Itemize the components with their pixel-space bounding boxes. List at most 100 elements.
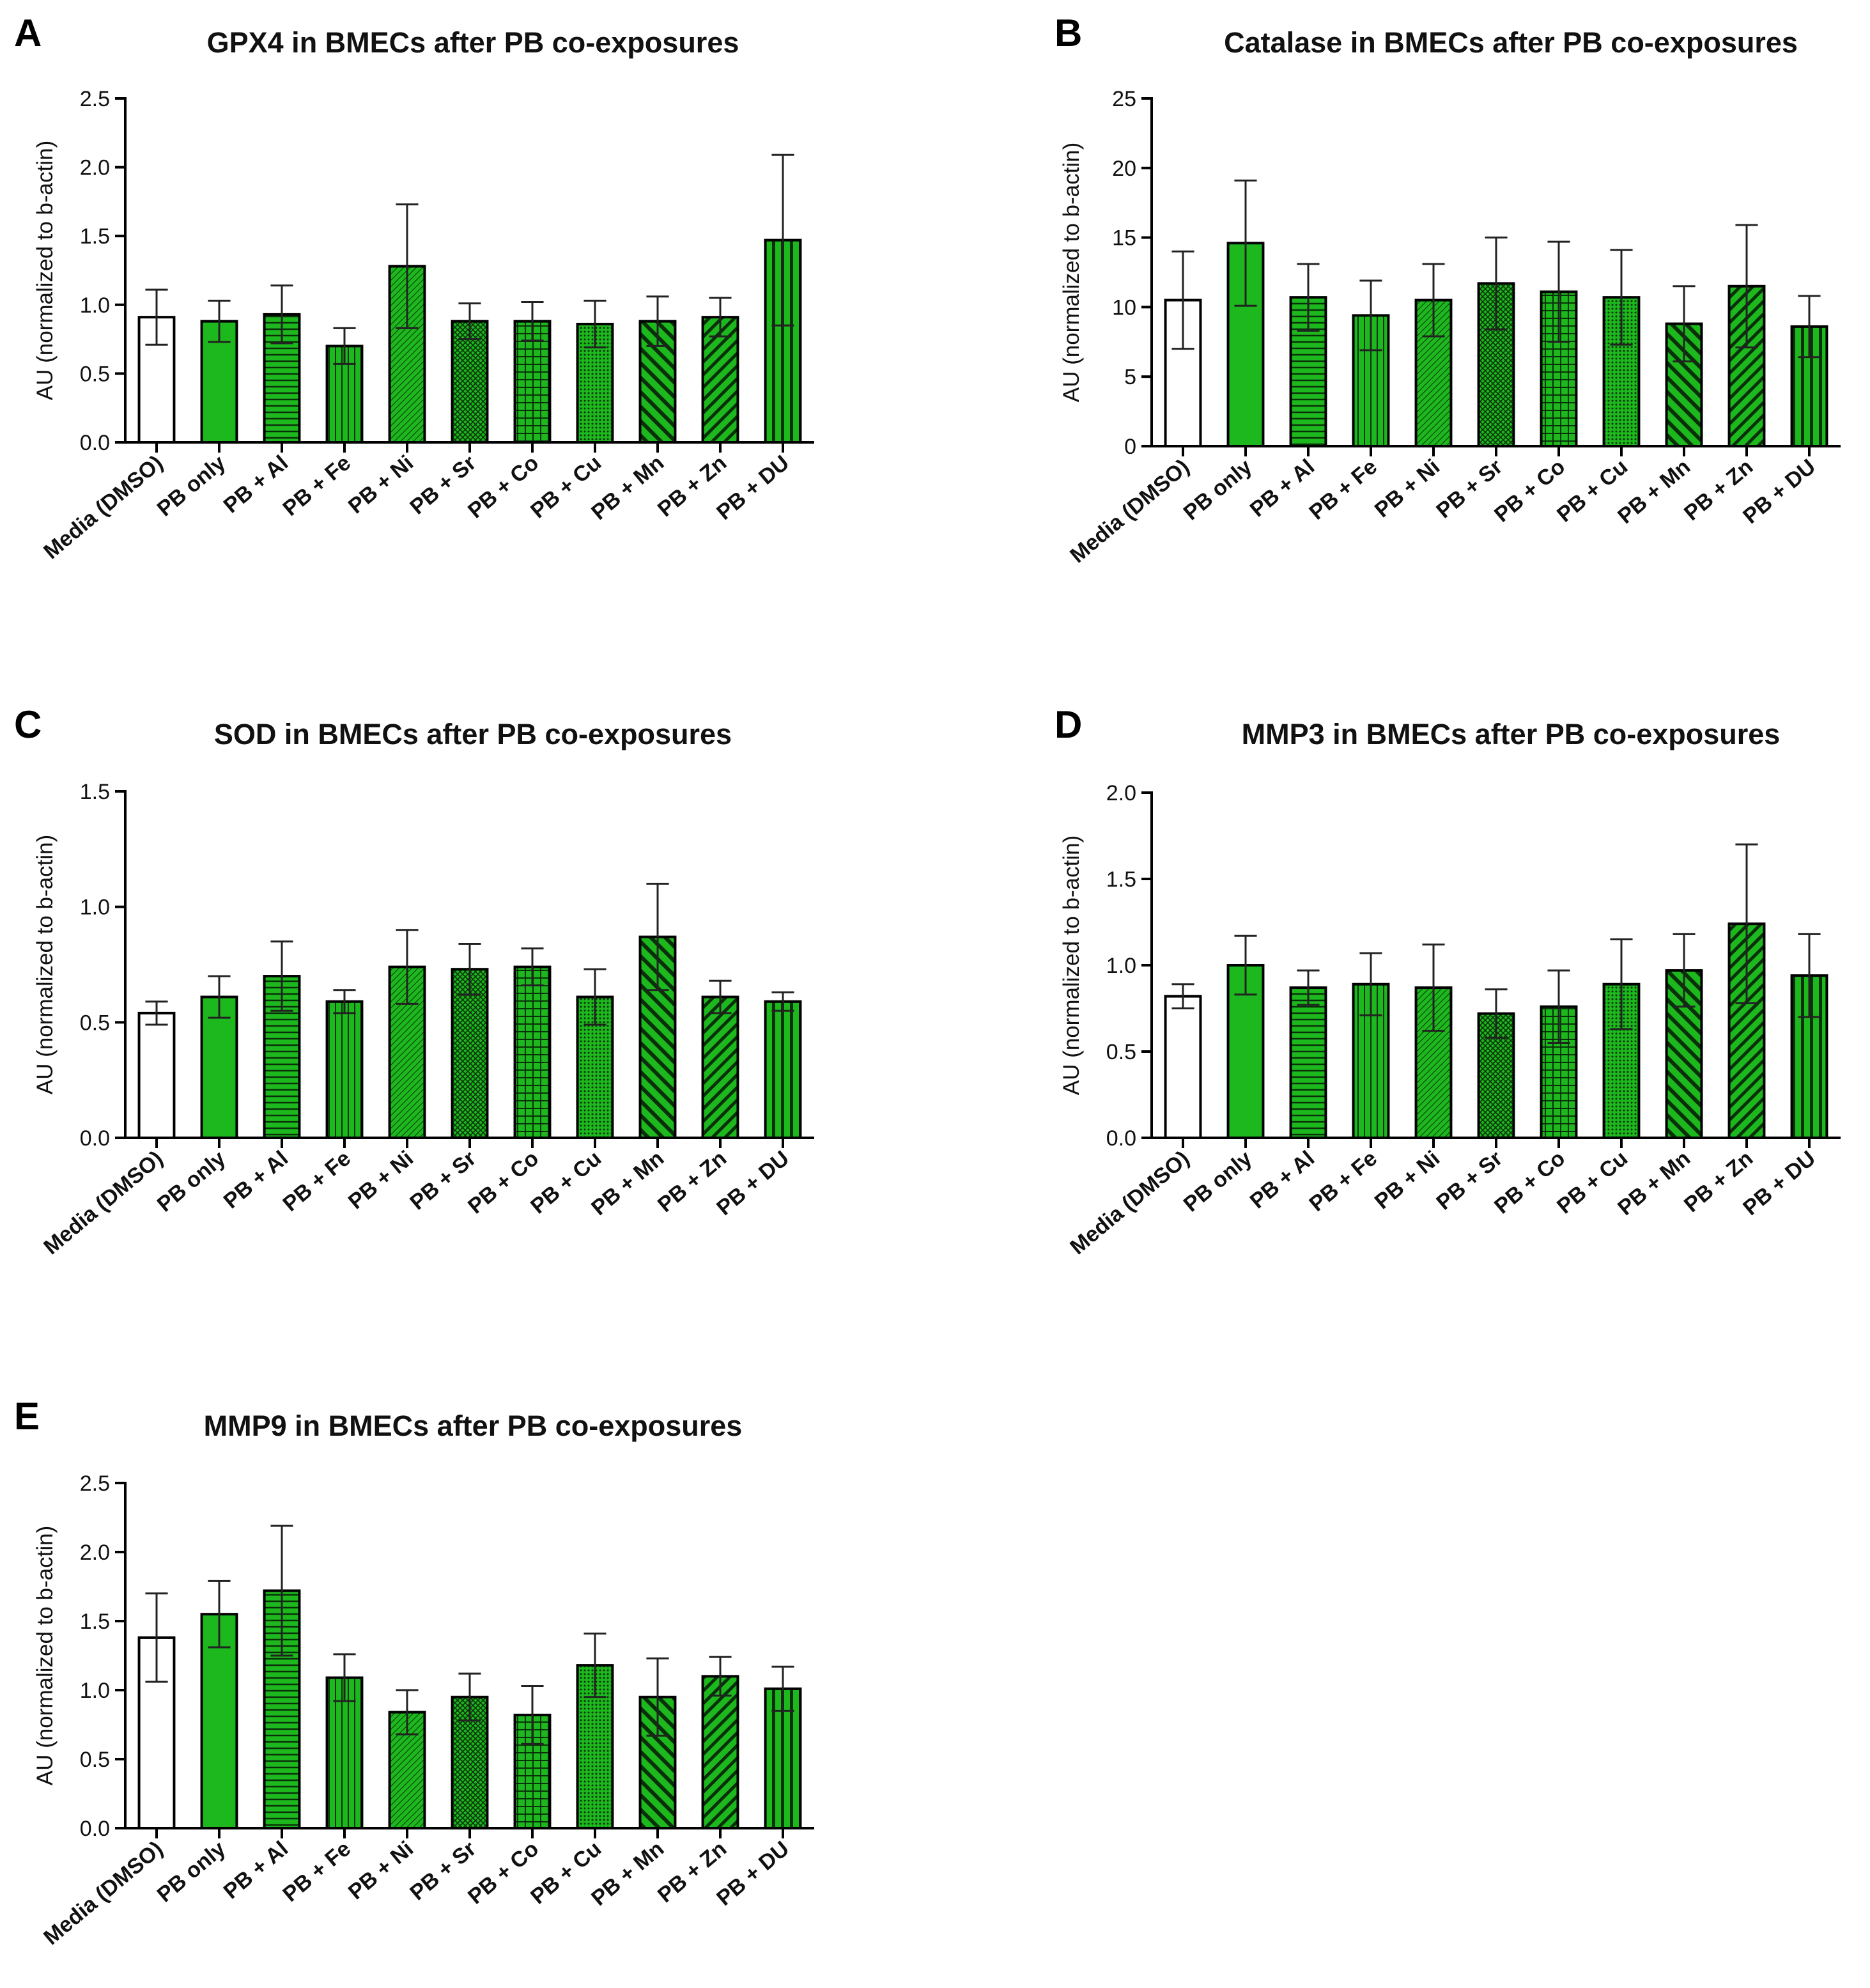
error-bar-5: [396, 203, 419, 329]
y-tick-label: 0.0: [1106, 1126, 1136, 1151]
y-tick-label: 5: [1124, 365, 1136, 389]
error-bar-5: [396, 1689, 419, 1736]
chart-title: MMP9 in BMECs after PB co-exposures: [204, 1409, 743, 1442]
y-axis-label: AU (normalized to b-actin): [33, 141, 58, 401]
y-tick-label: 0.0: [80, 1126, 110, 1151]
error-bar-2: [1234, 935, 1257, 996]
bar-4: [325, 1000, 364, 1140]
panel-letter: A: [14, 12, 42, 54]
error-bar-2: [1234, 179, 1257, 307]
error-bar-1: [145, 288, 168, 346]
error-bar-9: [646, 883, 669, 991]
panel-a: A GPX4 in BMECs after PB co-exposures AU (…: [14, 12, 814, 564]
panel-letter: B: [1055, 12, 1082, 54]
chart-title: GPX4 in BMECs after PB co-exposures: [207, 26, 739, 59]
bar-10: [701, 1675, 739, 1829]
error-bar-8: [1610, 249, 1633, 346]
y-tick-label: 0.5: [1106, 1040, 1136, 1064]
panel-letter: D: [1055, 703, 1082, 746]
error-bar-4: [1359, 952, 1382, 1016]
x-tick-label: PB + Al: [1246, 454, 1319, 522]
y-tick-label: 2.0: [1106, 781, 1136, 805]
y-tick-label: 2.0: [80, 156, 110, 180]
bar-9: [638, 1695, 677, 1830]
error-bar-5: [1422, 263, 1445, 338]
error-bar-3: [1297, 969, 1320, 1006]
y-tick-label: 1.0: [80, 1679, 110, 1703]
y-tick-label: 1.5: [80, 224, 110, 249]
y-tick-label: 0.5: [80, 1011, 110, 1035]
y-tick-label: 20: [1112, 157, 1136, 181]
error-bar-8: [1610, 938, 1633, 1030]
x-tick-label: PB + Co: [1490, 454, 1570, 527]
bar-11: [764, 1687, 802, 1830]
x-tick-label: PB + Al: [1246, 1146, 1319, 1213]
bar-1: [1164, 995, 1202, 1139]
error-bar-10: [709, 297, 732, 338]
error-bar-8: [583, 299, 607, 349]
x-tick-label: PB + Al: [219, 451, 293, 518]
x-tick-label: PB + Co: [463, 1146, 543, 1219]
x-tick-label: PB only: [153, 451, 230, 522]
y-axis-label: AU (normalized to b-actin): [33, 835, 58, 1095]
x-tick-label: Media (DMSO): [39, 1146, 167, 1259]
error-bar-7: [1547, 240, 1570, 343]
error-bar-4: [333, 1653, 356, 1702]
bar-11: [764, 1000, 802, 1140]
error-bar-4: [333, 327, 356, 365]
x-tick-label: Media (DMSO): [1065, 1146, 1194, 1259]
y-tick-label: 1.0: [80, 293, 110, 318]
error-bar-8: [583, 1632, 607, 1698]
y-tick-label: 0: [1124, 435, 1136, 459]
x-tick-label: PB only: [1179, 1146, 1256, 1217]
error-bar-8: [583, 968, 607, 1026]
chart-title: Catalase in BMECs after PB co-exposures: [1224, 26, 1798, 59]
y-axis-label: AU (normalized to b-actin): [1059, 835, 1084, 1096]
error-bar-9: [1673, 285, 1696, 362]
x-tick-label: PB only: [1179, 454, 1256, 525]
x-tick-label: Media (DMSO): [39, 451, 167, 564]
error-bar-4: [333, 989, 356, 1014]
error-bar-9: [646, 295, 669, 347]
error-bar-3: [270, 1525, 293, 1657]
panel-letter: C: [14, 703, 42, 746]
error-bar-6: [458, 1672, 481, 1722]
y-tick-label: 0.5: [80, 1748, 110, 1772]
y-tick-label: 1.0: [1106, 954, 1136, 978]
y-tick-label: 15: [1112, 226, 1136, 251]
error-bar-9: [1673, 933, 1696, 1008]
x-tick-label: PB + Al: [219, 1837, 293, 1904]
y-tick-label: 2.5: [80, 1472, 110, 1496]
x-tick-label: Media (DMSO): [39, 1837, 167, 1950]
x-tick-label: PB only: [153, 1837, 230, 1907]
error-bar-2: [208, 975, 231, 1019]
error-bar-3: [1297, 263, 1320, 332]
bar-3: [1289, 986, 1327, 1139]
x-tick-label: PB + Fe: [1304, 1146, 1382, 1216]
y-tick-label: 2.0: [80, 1541, 110, 1565]
error-bar-10: [1735, 224, 1758, 349]
x-tick-label: PB + Fe: [278, 1146, 355, 1216]
x-tick-label: PB + Co: [463, 451, 543, 524]
x-tick-label: PB + Ni: [344, 1146, 418, 1214]
y-tick-label: 0.0: [80, 1817, 110, 1841]
error-bar-4: [1359, 279, 1382, 352]
bar-8: [576, 322, 614, 444]
error-bar-11: [771, 991, 794, 1012]
bar-10: [701, 995, 739, 1139]
y-tick-label: 1.0: [80, 896, 110, 920]
error-bar-10: [709, 979, 732, 1014]
y-tick-label: 25: [1112, 87, 1136, 111]
error-bar-7: [521, 300, 544, 342]
error-bar-3: [270, 940, 293, 1012]
y-tick-label: 10: [1112, 295, 1136, 320]
x-tick-label: PB + Ni: [1370, 454, 1444, 522]
bar-1: [137, 1011, 176, 1139]
bar-8: [1602, 296, 1641, 447]
y-tick-label: 2.5: [80, 87, 110, 111]
error-bar-6: [1485, 988, 1508, 1039]
y-axis-label: AU (normalized to b-actin): [1059, 143, 1084, 403]
y-tick-label: 1.5: [80, 780, 110, 804]
y-tick-label: 1.5: [1106, 867, 1136, 892]
error-bar-3: [270, 284, 293, 345]
